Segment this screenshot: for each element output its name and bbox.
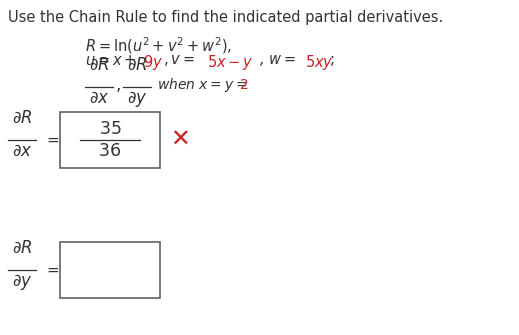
- Text: $\partial R$: $\partial R$: [12, 109, 32, 127]
- Text: $35$: $35$: [99, 120, 121, 138]
- Text: $, v = $: $, v = $: [163, 53, 195, 68]
- Text: $\partial y$: $\partial y$: [127, 89, 147, 109]
- Text: $\partial R$: $\partial R$: [89, 56, 110, 74]
- Text: $5xy$: $5xy$: [305, 53, 334, 72]
- Text: $36$: $36$: [99, 142, 121, 160]
- Text: $\partial x$: $\partial x$: [12, 142, 32, 160]
- FancyBboxPatch shape: [60, 112, 160, 168]
- Text: $R = \ln(u^2 + v^2 + w^2),$: $R = \ln(u^2 + v^2 + w^2),$: [85, 35, 232, 56]
- Text: $\partial y$: $\partial y$: [12, 272, 32, 292]
- Text: $=$: $=$: [44, 132, 60, 146]
- FancyBboxPatch shape: [60, 242, 160, 298]
- Text: when $x = y = $: when $x = y = $: [157, 76, 247, 94]
- Text: , $w = $: , $w = $: [259, 53, 296, 68]
- Text: $2$: $2$: [239, 78, 249, 92]
- Text: $9y$: $9y$: [143, 53, 163, 72]
- Text: $=$: $=$: [44, 262, 60, 276]
- Text: $5x - y$: $5x - y$: [207, 53, 254, 72]
- Text: $\partial R$: $\partial R$: [12, 239, 32, 257]
- Text: $\partial x$: $\partial x$: [89, 89, 110, 107]
- Text: $,$: $,$: [115, 76, 121, 94]
- Text: ✕: ✕: [170, 128, 190, 152]
- Text: $\partial R$: $\partial R$: [127, 56, 147, 74]
- Text: Use the Chain Rule to find the indicated partial derivatives.: Use the Chain Rule to find the indicated…: [8, 10, 443, 25]
- Text: $;$: $;$: [329, 53, 334, 68]
- Text: $u = x + $: $u = x + $: [85, 53, 136, 68]
